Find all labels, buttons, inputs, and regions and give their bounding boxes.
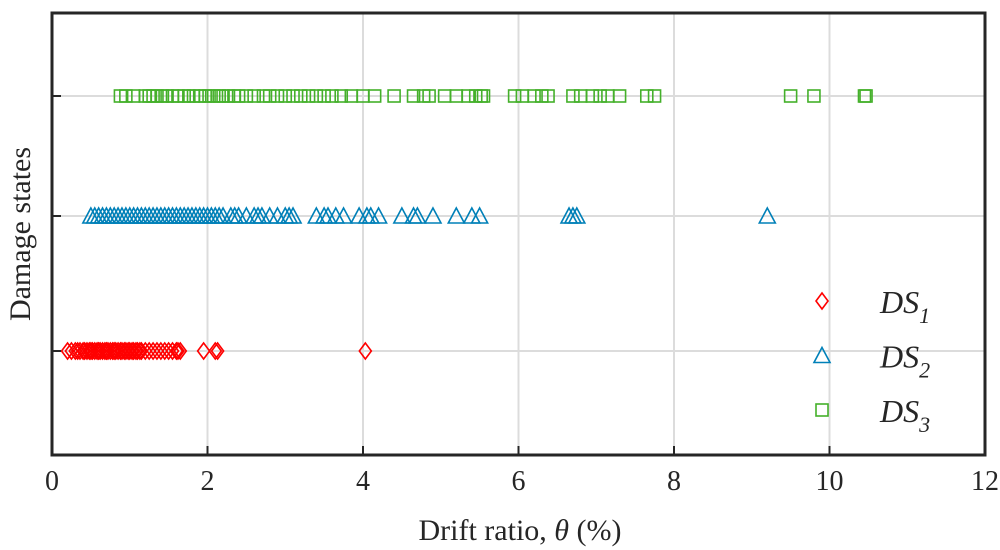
legend-marker-triangle	[812, 345, 832, 364]
point-diamond	[132, 341, 147, 361]
point-diamond	[70, 341, 85, 361]
point-square	[461, 89, 475, 103]
point-square	[783, 89, 798, 103]
point-square	[317, 89, 331, 103]
x-tick-label: 12	[971, 466, 999, 497]
point-square	[527, 89, 541, 103]
point-triangle	[408, 206, 427, 224]
point-diamond	[208, 341, 223, 361]
point-square	[406, 89, 421, 103]
point-square	[612, 89, 627, 103]
point-diamond	[72, 341, 87, 361]
x-tick-label: 0	[45, 466, 59, 497]
legend: DS1 DS2 DS3	[812, 284, 930, 437]
point-diamond	[170, 341, 185, 361]
point-square	[367, 89, 382, 103]
x-tick-label: 8	[667, 466, 681, 497]
point-triangle	[334, 206, 353, 224]
x-axis-label: Drift ratio, θ (%)	[418, 514, 621, 547]
point-triangle	[470, 206, 489, 224]
point-triangle	[423, 206, 443, 224]
point-square	[278, 89, 293, 103]
point-square	[309, 89, 324, 103]
point-square	[286, 89, 300, 103]
point-square	[334, 89, 349, 103]
point-square	[239, 89, 254, 103]
x-tick-label: 2	[201, 466, 215, 497]
point-square	[541, 89, 555, 103]
point-square	[859, 89, 873, 103]
point-diamond	[358, 341, 373, 361]
point-square	[325, 89, 339, 103]
point-square	[247, 89, 261, 103]
legend-marker-diamond	[815, 291, 829, 311]
legend-marker-square	[815, 403, 829, 417]
point-square	[262, 89, 277, 103]
point-square	[119, 89, 133, 103]
point-square	[422, 89, 436, 103]
x-tick-label: 10	[816, 466, 844, 497]
point-diamond	[196, 341, 211, 361]
point-square	[647, 89, 662, 103]
axis-ticks: 0 2 4 6 8 10 12	[45, 95, 999, 497]
point-square	[807, 89, 821, 103]
legend-label: DS3	[879, 393, 930, 437]
point-square	[270, 89, 285, 103]
point-square	[639, 89, 654, 103]
point-diamond	[210, 341, 225, 361]
point-triangle	[567, 206, 587, 224]
point-diamond	[173, 341, 188, 361]
point-diamond	[169, 341, 184, 361]
point-square	[301, 89, 316, 103]
grid	[52, 13, 985, 455]
point-triangle	[392, 206, 412, 224]
legend-label: DS2	[879, 339, 930, 383]
point-triangle	[283, 206, 303, 224]
point-square	[476, 89, 491, 103]
x-tick-label: 4	[356, 466, 370, 497]
point-square	[566, 89, 580, 103]
point-triangle	[369, 206, 388, 224]
data-points	[60, 89, 873, 361]
point-square	[387, 89, 401, 103]
point-square	[231, 89, 246, 103]
point-triangle	[446, 206, 466, 224]
point-square	[585, 89, 600, 103]
point-square	[593, 89, 607, 103]
point-square	[507, 89, 522, 103]
legend-label: DS1	[879, 284, 930, 328]
y-axis-label: Damage states	[4, 147, 37, 321]
point-diamond	[128, 341, 143, 361]
point-square	[293, 89, 308, 103]
x-tick-label: 6	[512, 466, 526, 497]
point-triangle	[757, 206, 777, 224]
